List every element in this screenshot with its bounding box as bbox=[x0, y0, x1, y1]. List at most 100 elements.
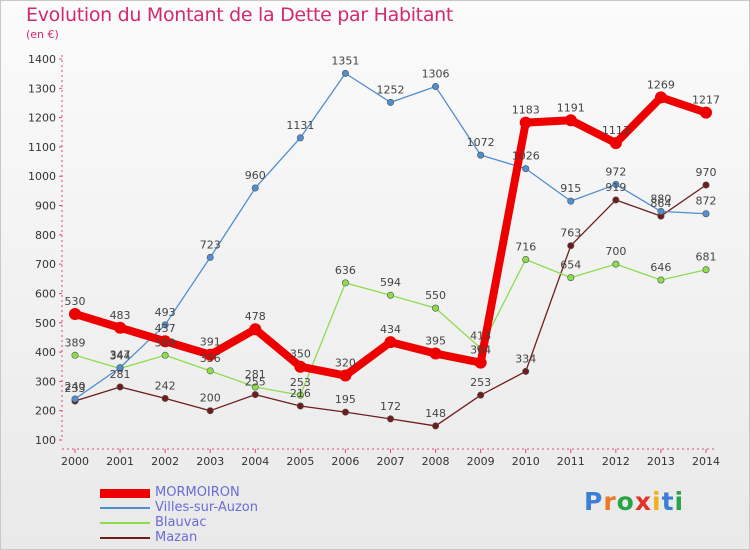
data-point bbox=[657, 276, 665, 284]
logo-letter: i bbox=[674, 487, 685, 516]
data-label: 216 bbox=[290, 387, 311, 400]
series-villes-sur-auzon bbox=[71, 69, 710, 403]
data-point bbox=[161, 394, 169, 402]
y-tick-label: 100 bbox=[35, 434, 56, 447]
data-label: 530 bbox=[65, 295, 86, 308]
data-label: 253 bbox=[470, 376, 491, 389]
data-label: 281 bbox=[110, 368, 131, 381]
legend-swatch bbox=[100, 522, 150, 524]
y-tick-label: 1200 bbox=[28, 112, 56, 125]
data-point bbox=[612, 260, 620, 268]
data-label: 915 bbox=[560, 182, 581, 195]
data-label: 1191 bbox=[557, 101, 585, 114]
data-point bbox=[294, 360, 307, 373]
data-point bbox=[339, 369, 352, 382]
data-label: 1183 bbox=[512, 104, 540, 117]
data-label: 334 bbox=[515, 352, 536, 365]
data-label: 970 bbox=[696, 166, 717, 179]
data-point bbox=[567, 242, 575, 250]
data-label: 1026 bbox=[512, 150, 540, 163]
data-label: 320 bbox=[335, 357, 356, 370]
data-label: 864 bbox=[650, 197, 671, 210]
data-point bbox=[567, 274, 575, 282]
data-point bbox=[251, 184, 259, 192]
data-point bbox=[386, 415, 394, 423]
data-label: 240 bbox=[65, 380, 86, 393]
chart-unit: (en €) bbox=[26, 28, 59, 41]
y-tick-label: 1400 bbox=[28, 53, 56, 66]
data-point bbox=[296, 402, 304, 410]
data-label: 972 bbox=[605, 165, 626, 178]
data-point bbox=[612, 180, 620, 188]
x-tick-label: 2010 bbox=[512, 455, 540, 468]
y-tick-label: 1000 bbox=[28, 170, 56, 183]
data-point bbox=[206, 253, 214, 261]
data-point bbox=[296, 134, 304, 142]
x-tick-label: 2008 bbox=[422, 455, 450, 468]
data-label: 1113 bbox=[602, 124, 630, 137]
data-point bbox=[612, 196, 620, 204]
chart-title: Evolution du Montant de la Dette par Hab… bbox=[26, 4, 454, 26]
data-label: 880 bbox=[650, 192, 671, 205]
data-point bbox=[296, 391, 304, 399]
data-point bbox=[71, 351, 79, 359]
x-tick-label: 2011 bbox=[557, 455, 585, 468]
data-point bbox=[161, 351, 169, 359]
data-point bbox=[564, 114, 577, 127]
data-label: 919 bbox=[605, 181, 626, 194]
data-label: 960 bbox=[245, 169, 266, 182]
x-tick-label: 2003 bbox=[196, 455, 224, 468]
data-label: 493 bbox=[155, 306, 176, 319]
data-label: 636 bbox=[335, 264, 356, 277]
data-label: 200 bbox=[200, 392, 221, 405]
data-point bbox=[654, 91, 667, 104]
data-point bbox=[251, 391, 259, 399]
data-label: 1351 bbox=[331, 54, 359, 67]
data-label: 233 bbox=[65, 382, 86, 395]
x-tick-label: 2004 bbox=[241, 455, 269, 468]
x-tick-label: 2012 bbox=[602, 455, 630, 468]
data-label: 872 bbox=[696, 195, 717, 208]
y-tick-label: 400 bbox=[35, 346, 56, 359]
data-label: 1217 bbox=[692, 94, 720, 107]
data-label: 350 bbox=[290, 348, 311, 361]
data-label: 389 bbox=[155, 336, 176, 349]
series-mormoiron bbox=[69, 91, 712, 382]
data-label: 413 bbox=[470, 329, 491, 342]
series-line bbox=[74, 72, 707, 400]
y-tick-label: 500 bbox=[35, 317, 56, 330]
data-point bbox=[522, 165, 530, 173]
x-tick-label: 2009 bbox=[467, 455, 495, 468]
legend-swatch bbox=[100, 489, 150, 498]
x-tick-label: 2005 bbox=[286, 455, 314, 468]
proxiti-logo: Proxiti bbox=[584, 487, 684, 516]
data-label: 347 bbox=[110, 349, 131, 362]
logo-letter: i bbox=[652, 487, 662, 516]
data-point bbox=[702, 210, 710, 218]
data-label: 483 bbox=[110, 309, 131, 322]
data-label: 1269 bbox=[647, 78, 675, 91]
data-point bbox=[116, 383, 124, 391]
data-point bbox=[206, 367, 214, 375]
x-tick-label: 2013 bbox=[647, 455, 675, 468]
data-point bbox=[522, 255, 530, 263]
data-label: 1252 bbox=[377, 83, 405, 96]
data-label: 255 bbox=[245, 376, 266, 389]
data-point bbox=[161, 321, 169, 329]
data-point bbox=[116, 364, 124, 372]
data-label: 148 bbox=[425, 407, 446, 420]
data-label: 763 bbox=[560, 227, 581, 240]
x-tick-label: 2001 bbox=[106, 455, 134, 468]
data-label: 550 bbox=[425, 289, 446, 302]
data-label: 281 bbox=[245, 368, 266, 381]
data-label: 195 bbox=[335, 393, 356, 406]
x-tick-label: 2002 bbox=[151, 455, 179, 468]
data-label: 646 bbox=[650, 261, 671, 274]
data-point bbox=[251, 383, 259, 391]
data-point bbox=[609, 137, 622, 150]
data-label: 1072 bbox=[467, 136, 495, 149]
data-label: 391 bbox=[200, 336, 221, 349]
data-point bbox=[249, 323, 262, 336]
logo-letter: t bbox=[661, 487, 675, 516]
data-point bbox=[474, 356, 487, 369]
